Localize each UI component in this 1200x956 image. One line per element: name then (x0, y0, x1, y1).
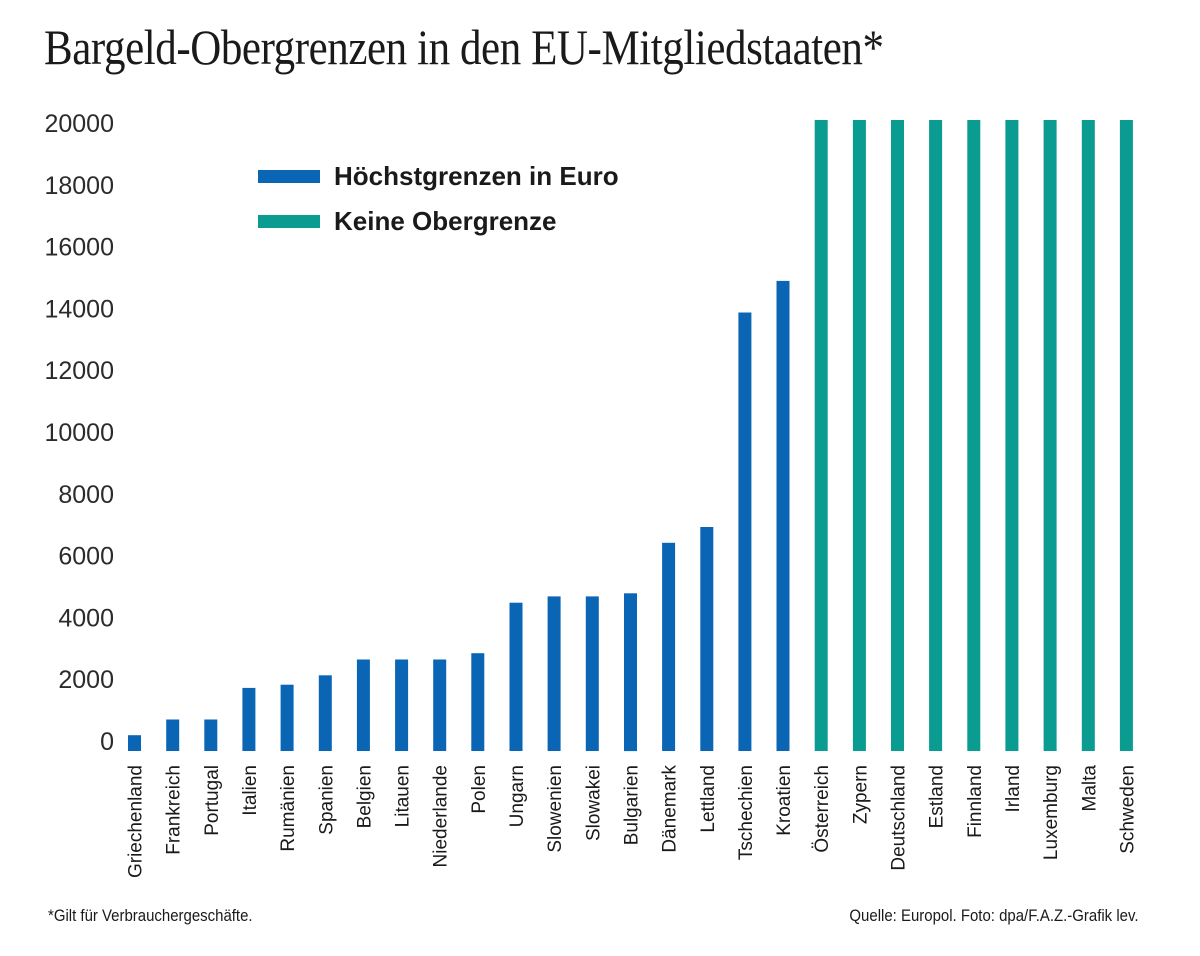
x-category-label: Slowakei (583, 765, 604, 841)
bar-limit (356, 659, 370, 751)
bars (128, 120, 1133, 752)
legend-label: Keine Obergrenze (334, 206, 557, 236)
x-category-label: Polen (469, 765, 490, 814)
bar-no-limit (1005, 120, 1019, 751)
x-category-label: Frankreich (164, 765, 185, 855)
bar-limit (242, 687, 256, 751)
x-category-label: Griechenland (126, 765, 147, 878)
x-category-label: Luxemburg (1041, 765, 1062, 860)
bar-limit (280, 684, 294, 751)
y-tick-label: 14000 (44, 295, 114, 323)
x-category-label: Bulgarien (621, 765, 642, 845)
bar-limit (128, 735, 141, 751)
x-category-label: Rumänien (278, 765, 299, 852)
bar-limit (433, 659, 447, 751)
x-category-label: Lettland (698, 765, 719, 833)
bar-no-limit (929, 120, 943, 751)
bar-limit (166, 719, 180, 751)
x-category-label: Malta (1079, 765, 1100, 812)
y-tick-label: 2000 (58, 666, 114, 694)
bar-no-limit (852, 120, 866, 751)
x-category-label: Litauen (393, 765, 414, 827)
x-category-label: Kroatien (774, 765, 795, 836)
bar-no-limit (1081, 120, 1095, 751)
bar-chart: 0 2000 4000 6000 8000 10000 12000 14000 16000 180… (44, 110, 1139, 879)
chart-title: Bargeld-Obergrenzen in den EU-Mitgliedst… (44, 19, 884, 75)
x-category-label: Portugal (202, 765, 223, 836)
y-tick-label: 4000 (58, 604, 114, 632)
bar-limit (624, 593, 637, 752)
y-tick-label: 0 (100, 728, 114, 756)
x-category-label: Niederlande (431, 765, 452, 867)
x-category-label: Zypern (850, 765, 871, 824)
y-tick-label: 10000 (44, 419, 114, 447)
bar-limit (509, 602, 523, 751)
y-axis: 0 2000 4000 6000 8000 10000 12000 14000 16000 180… (44, 110, 114, 756)
x-category-label: Estland (927, 765, 948, 828)
x-category-label: Österreich (812, 765, 833, 853)
x-category-label: Spanien (316, 765, 337, 835)
source-credit: Quelle: Europol. Foto: dpa/F.A.Z.-Grafik… (848, 906, 1138, 925)
y-tick-label: 20000 (44, 110, 114, 138)
x-category-label: Ungarn (507, 765, 528, 827)
x-axis-labels: Griechenland Frankreich Portugal Italien Rum… (126, 765, 1139, 879)
y-tick-label: 6000 (58, 543, 114, 571)
bar-no-limit (967, 120, 981, 751)
x-category-label: Dänemark (660, 765, 681, 853)
legend-label: Höchstgrenzen in Euro (334, 161, 619, 191)
y-tick-label: 16000 (44, 234, 114, 262)
y-tick-label: 12000 (44, 357, 114, 385)
x-category-label: Schweden (1117, 765, 1138, 854)
legend-swatch-limit (258, 170, 320, 183)
bar-no-limit (814, 120, 828, 751)
bar-no-limit (1043, 120, 1057, 751)
x-category-label: Deutschland (889, 765, 910, 871)
bar-limit (204, 719, 218, 751)
x-category-label: Irland (1003, 765, 1024, 813)
bar-limit (700, 527, 714, 751)
x-category-label: Belgien (354, 765, 375, 828)
bar-limit (547, 596, 561, 751)
bar-limit (318, 675, 332, 751)
bar-no-limit (891, 120, 904, 751)
bar-limit (662, 542, 676, 751)
x-category-label: Tschechien (736, 765, 757, 860)
footnote: *Gilt für Verbrauchergeschäfte. (48, 906, 253, 925)
bar-limit (776, 280, 790, 751)
bar-limit (395, 659, 409, 751)
legend: Höchstgrenzen in Euro Keine Obergrenze (258, 161, 619, 236)
x-category-label: Slowenien (545, 765, 566, 853)
legend-swatch-no-limit (258, 215, 320, 228)
bar-limit (585, 596, 599, 751)
bar-limit (738, 312, 752, 751)
y-tick-label: 18000 (44, 172, 114, 200)
x-category-label: Finnland (965, 765, 986, 838)
x-category-label: Italien (240, 765, 261, 816)
bar-limit (471, 653, 485, 751)
bar-no-limit (1119, 120, 1133, 751)
y-tick-label: 8000 (58, 481, 114, 509)
